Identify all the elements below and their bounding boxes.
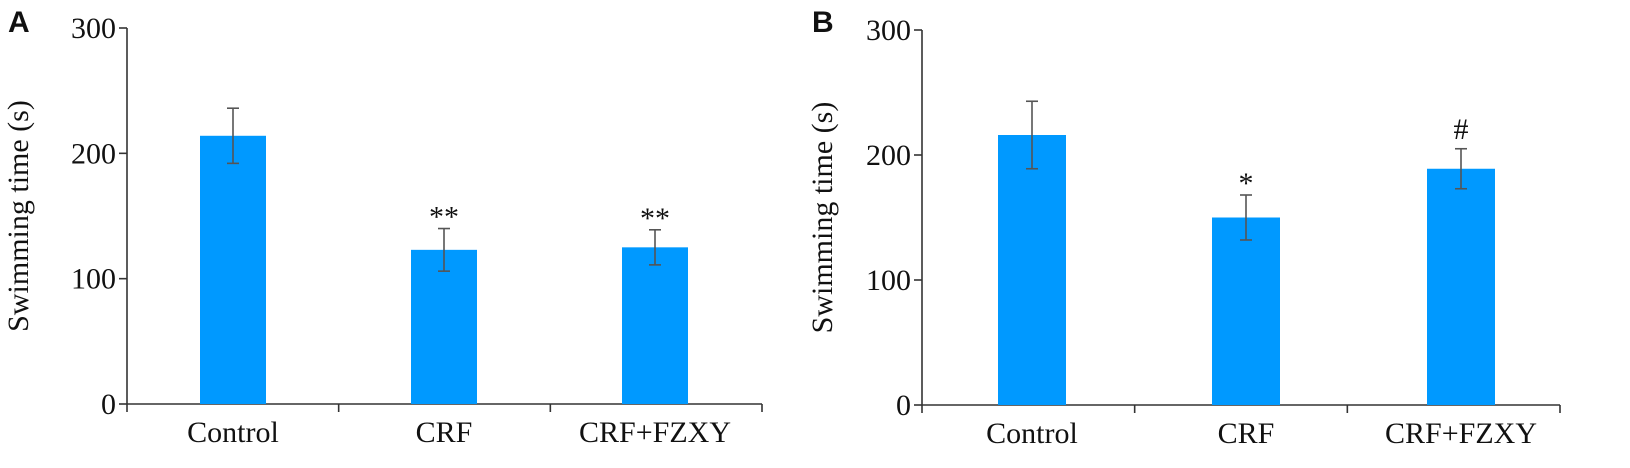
y-tick-label: 100 (866, 264, 911, 297)
y-tick-label: 0 (101, 388, 116, 421)
y-tick-label: 100 (71, 263, 116, 296)
significance-label: # (1454, 113, 1469, 146)
bar (411, 249, 477, 404)
x-category-label: CRF (1218, 417, 1275, 450)
significance-label: ** (429, 201, 459, 234)
x-category-label: Control (986, 417, 1078, 450)
y-tick-label: 0 (896, 389, 911, 422)
y-axis-title: Swimming time (s) (806, 102, 839, 334)
y-tick-label: 200 (71, 137, 116, 170)
significance-label: * (1239, 167, 1254, 200)
x-category-label: CRF+FZXY (1385, 417, 1537, 450)
bar (200, 135, 266, 404)
panel-letter: B (812, 6, 834, 39)
bar (998, 135, 1066, 405)
bar (1427, 168, 1495, 405)
y-tick-label: 300 (866, 14, 911, 47)
y-axis-title: Swimming time (s) (2, 100, 35, 332)
panel-letter: A (8, 6, 30, 39)
y-tick-label: 200 (866, 139, 911, 172)
bar (1212, 217, 1280, 405)
x-category-label: CRF+FZXY (579, 416, 731, 449)
x-category-label: Control (187, 416, 279, 449)
bar (622, 247, 688, 404)
x-category-label: CRF (416, 416, 473, 449)
y-tick-label: 300 (71, 12, 116, 45)
significance-label: ** (640, 202, 670, 235)
